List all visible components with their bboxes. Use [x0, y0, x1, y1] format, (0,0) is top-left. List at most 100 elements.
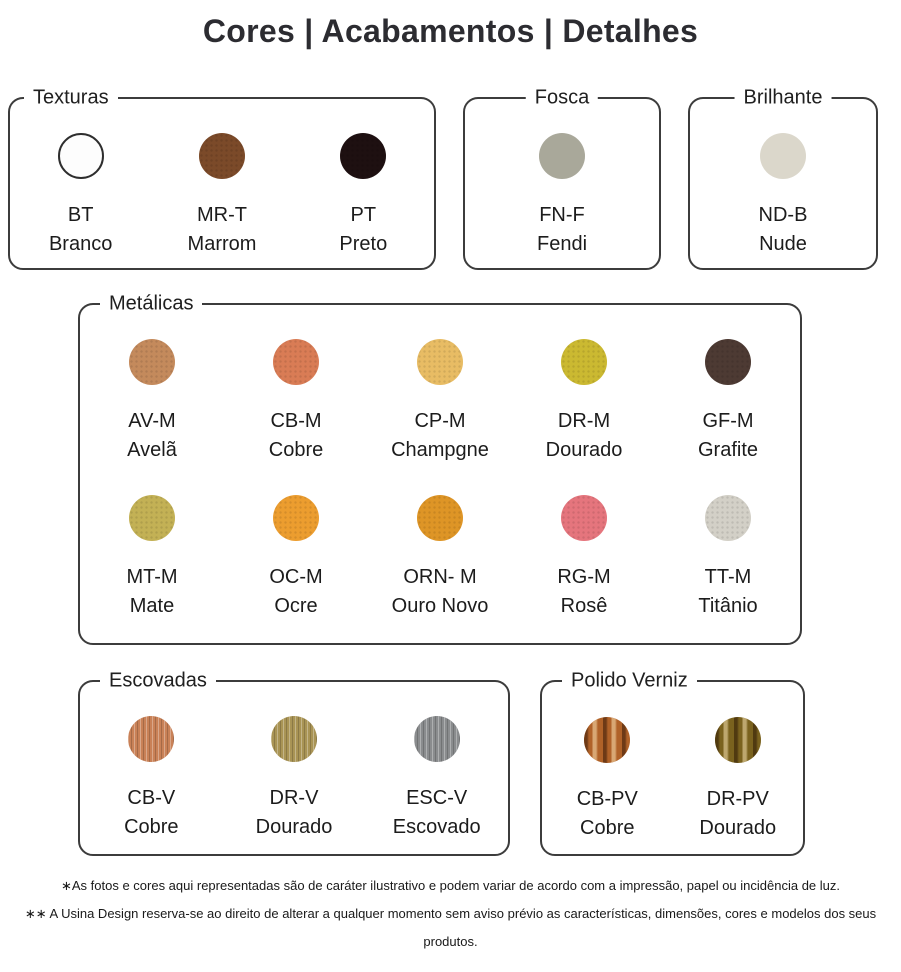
- swatch-item-ornm-ouro-novo: ORN- M Ouro Novo: [368, 495, 512, 621]
- swatch-code: CB-M: [270, 410, 322, 432]
- swatch-label: Dourado: [255, 816, 333, 838]
- footnote-line-2: ∗∗ A Usina Design reserva-se ao direito …: [24, 906, 877, 949]
- swatch-label: Cobre: [124, 816, 179, 838]
- swatch-item-escv-escovado: ESC-V Escovado: [365, 716, 508, 842]
- swatch-label: Escovado: [392, 816, 481, 838]
- group-title-escovadas: Escovadas: [100, 669, 216, 692]
- swatch-code: RG-M: [557, 566, 611, 588]
- swatch-item-mrt-marrom: MR-T Marrom: [151, 133, 292, 259]
- swatch-code: PT: [350, 204, 377, 226]
- swatch-code: TT-M: [704, 566, 752, 588]
- group-polido-verniz: Polido Verniz CB-PV Cobre DR-PV Dourado: [540, 669, 805, 856]
- group-title-brilhante: Brilhante: [734, 86, 832, 109]
- color-swatch: [539, 133, 585, 179]
- swatch-code: CP-M: [414, 410, 466, 432]
- swatch-label: Dourado: [545, 439, 623, 461]
- swatch-code: DR-PV: [706, 788, 769, 810]
- color-swatch: [705, 495, 751, 541]
- swatch-item-bt-branco: BT Branco: [10, 133, 151, 259]
- swatch-label: Dourado: [699, 817, 777, 839]
- swatch-code: FN-F: [539, 204, 585, 226]
- swatch-code: BT: [67, 204, 94, 226]
- swatch-label: Cobre: [268, 439, 324, 461]
- swatch-item-avm-avela: AV-M Avelã: [80, 339, 224, 465]
- swatch-label: Marrom: [187, 233, 257, 255]
- group-title-fosca: Fosca: [525, 86, 599, 109]
- swatch-label: Titânio: [698, 595, 758, 617]
- swatch-item-cbm-cobre: CB-M Cobre: [224, 339, 368, 465]
- footnotes: ∗As fotos e cores aqui representadas são…: [0, 872, 901, 956]
- color-swatch: [128, 716, 175, 762]
- swatch-item-ttm-titanio: TT-M Titânio: [656, 495, 800, 621]
- swatch-grid: BT Branco MR-T Marrom PT Preto: [10, 99, 434, 268]
- swatch-label: Nude: [759, 233, 807, 255]
- swatch-label: Ocre: [274, 595, 318, 617]
- swatch-code: GF-M: [702, 410, 754, 432]
- swatch-item-drpv-dourado: DR-PV Dourado: [673, 717, 804, 843]
- group-fosca: Fosca FN-F Fendi: [463, 86, 661, 270]
- color-swatch: [417, 495, 463, 541]
- color-swatch: [714, 717, 761, 763]
- swatch-grid: FN-F Fendi: [465, 99, 659, 268]
- swatch-item-fnf-fendi: FN-F Fendi: [465, 133, 659, 259]
- color-swatch: [129, 495, 175, 541]
- color-swatch: [760, 133, 806, 179]
- group-metalicas: Metálicas AV-M Avelã CB-M Cobre CP-M Cha…: [78, 292, 802, 645]
- swatch-label: Preto: [339, 233, 388, 255]
- swatch-item-ndb-nude: ND-B Nude: [690, 133, 876, 259]
- swatch-item-drv-dourado: DR-V Dourado: [223, 716, 366, 842]
- swatch-code: CB-PV: [576, 788, 638, 810]
- swatch-item-rgm-rose: RG-M Rosê: [512, 495, 656, 621]
- color-swatch: [273, 339, 319, 385]
- swatch-label: Grafite: [697, 439, 759, 461]
- swatch-code: DR-M: [557, 410, 611, 432]
- swatch-code: CB-V: [127, 787, 176, 809]
- group-title-polido-verniz: Polido Verniz: [562, 669, 697, 692]
- color-swatch: [705, 339, 751, 385]
- color-swatch: [584, 717, 631, 763]
- color-swatch: [270, 716, 317, 762]
- page-title: Cores | Acabamentos | Detalhes: [202, 13, 699, 49]
- swatch-label: Branco: [48, 233, 113, 255]
- swatch-label: Mate: [129, 595, 175, 617]
- group-title-metalicas: Metálicas: [100, 292, 203, 315]
- swatch-item-ocm-ocre: OC-M Ocre: [224, 495, 368, 621]
- swatch-label: Avelã: [127, 439, 177, 461]
- swatch-item-mtm-mate: MT-M Mate: [80, 495, 224, 621]
- swatch-label: Cobre: [580, 817, 635, 839]
- swatch-item-pt-preto: PT Preto: [293, 133, 434, 259]
- swatch-label: Fendi: [536, 233, 588, 255]
- swatch-label: Rosê: [560, 595, 608, 617]
- color-swatch: [561, 495, 607, 541]
- color-swatch: [57, 133, 104, 179]
- swatch-grid: CB-V Cobre DR-V Dourado ESC-V Escovado: [80, 682, 508, 854]
- swatch-code: OC-M: [269, 566, 323, 588]
- swatch-code: DR-V: [269, 787, 319, 809]
- swatch-code: ORN- M: [403, 566, 477, 588]
- swatch-code: MR-T: [197, 204, 247, 226]
- swatch-code: AV-M: [128, 410, 176, 432]
- color-swatch: [198, 133, 245, 179]
- footnote-line-1: ∗As fotos e cores aqui representadas são…: [60, 878, 841, 893]
- color-swatch: [340, 133, 387, 179]
- swatch-grid: ND-B Nude: [690, 99, 876, 268]
- swatch-grid: CB-PV Cobre DR-PV Dourado: [542, 682, 803, 854]
- swatch-code: MT-M: [126, 566, 178, 588]
- color-swatch: [129, 339, 175, 385]
- color-swatch: [561, 339, 607, 385]
- color-swatch: [417, 339, 463, 385]
- swatch-code: ND-B: [758, 204, 808, 226]
- color-swatch: [413, 716, 460, 762]
- swatch-label: Ouro Novo: [391, 595, 489, 617]
- group-texturas: Texturas BT Branco MR-T Marrom PT Preto: [8, 86, 436, 270]
- group-brilhante: Brilhante ND-B Nude: [688, 86, 878, 270]
- group-escovadas: Escovadas CB-V Cobre DR-V Dourado ESC-V …: [78, 669, 510, 856]
- swatch-code: ESC-V: [406, 787, 468, 809]
- swatch-label: Champgne: [391, 439, 489, 461]
- swatch-grid: AV-M Avelã CB-M Cobre CP-M Champgne DR-M…: [80, 305, 800, 643]
- color-swatch: [273, 495, 319, 541]
- group-title-texturas: Texturas: [24, 86, 118, 109]
- swatch-item-gfm-grafite: GF-M Grafite: [656, 339, 800, 465]
- swatch-item-cbpv-cobre: CB-PV Cobre: [542, 717, 673, 843]
